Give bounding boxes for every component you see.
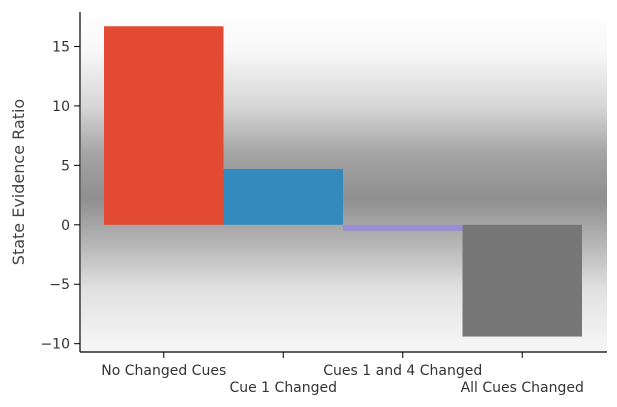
y-tick-label-0: −10 <box>40 337 70 353</box>
y-tick-label-3: 5 <box>61 158 70 174</box>
y-tick-label-5: 15 <box>52 39 70 55</box>
bar-3 <box>462 224 582 337</box>
x-tick-label-2: Cues 1 and 4 Changed <box>323 363 482 379</box>
x-tick-label-1: Cue 1 Changed <box>229 380 337 396</box>
bar-2 <box>343 224 463 231</box>
y-tick-label-4: 10 <box>52 99 70 115</box>
bar-1 <box>223 168 343 225</box>
y-tick-label-1: −5 <box>49 277 70 293</box>
bars-group <box>104 26 582 337</box>
bar-0 <box>104 26 224 225</box>
x-tick-label-0: No Changed Cues <box>101 363 226 379</box>
y-tick-label-2: 0 <box>61 218 70 234</box>
y-axis-label: State Evidence Ratio <box>9 99 28 265</box>
y-ticks-group: −10 −5 0 5 10 15 <box>40 39 80 353</box>
x-tick-label-3: All Cues Changed <box>461 380 584 396</box>
